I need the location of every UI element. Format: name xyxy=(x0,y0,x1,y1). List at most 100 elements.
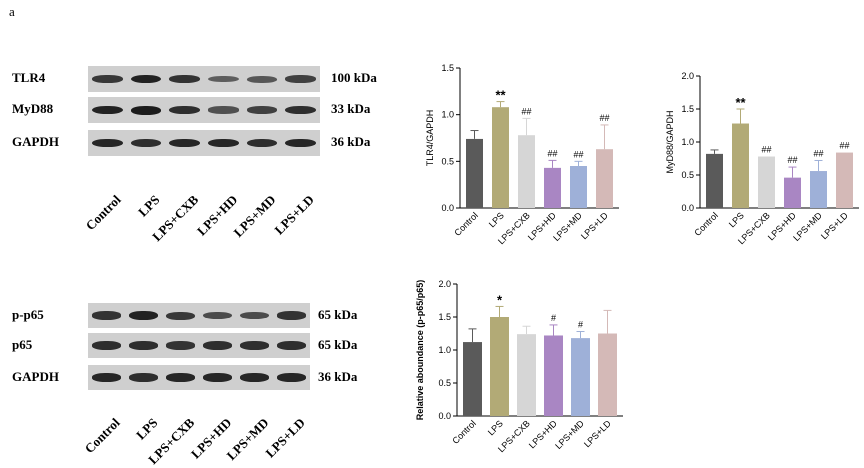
bar xyxy=(571,338,590,416)
blot-row-label: p-p65 xyxy=(12,307,44,322)
blot-band xyxy=(246,138,278,148)
significance-label: ## xyxy=(761,145,771,155)
blot-band xyxy=(92,373,121,382)
blot-band xyxy=(208,106,239,114)
bar xyxy=(706,153,723,208)
blot-band xyxy=(203,373,232,382)
y-tick-label: 0.0 xyxy=(681,203,694,213)
blot-row-label: p65 xyxy=(12,337,33,352)
significance-label: ** xyxy=(495,88,506,103)
bar xyxy=(544,167,561,208)
blot-band xyxy=(277,373,306,382)
blot-row-label: MyD88 xyxy=(12,101,54,116)
y-tick-label: 1.0 xyxy=(441,110,454,120)
blot-lane-label: LPS xyxy=(135,192,163,220)
blot-row-label: GAPDH xyxy=(12,134,59,149)
x-tick-label: Control xyxy=(450,418,478,446)
bar xyxy=(463,342,482,416)
blot-band xyxy=(285,75,316,83)
blot-strip xyxy=(88,333,310,358)
blot-band xyxy=(92,341,121,350)
blot-band xyxy=(92,138,123,148)
myd88-bar-chart: 0.0 0.5 1.0 1.5 2.0 MyD88/GAPDH Control ** LPS ##… xyxy=(665,71,859,246)
x-tick-label: LPS+LD xyxy=(819,210,850,241)
blot-band xyxy=(208,138,239,148)
blot-band xyxy=(277,341,306,350)
blot-band xyxy=(166,311,195,320)
blot-row-label: TLR4 xyxy=(12,70,46,85)
blot-strip xyxy=(88,66,320,92)
significance-label: ## xyxy=(839,141,849,151)
blot-lane-label: Control xyxy=(82,192,124,234)
blot-band xyxy=(203,311,232,320)
significance-label: * xyxy=(497,292,503,307)
significance-label: ## xyxy=(547,148,557,158)
blot-band xyxy=(166,341,195,350)
blot-band xyxy=(208,75,239,83)
blot-band xyxy=(203,341,232,350)
x-tick-label: Control xyxy=(692,210,720,238)
y-tick-label: 2.0 xyxy=(438,279,451,289)
bar xyxy=(810,171,827,208)
y-tick-label: 0.0 xyxy=(438,411,451,421)
bar xyxy=(518,135,535,208)
blot-band xyxy=(285,138,316,148)
blot-band xyxy=(130,74,162,84)
y-tick-label: 2.0 xyxy=(681,71,694,81)
x-tick-label: LPS xyxy=(727,210,746,229)
blot-band xyxy=(240,373,269,382)
y-tick-label: 1.5 xyxy=(438,312,451,322)
x-tick-label: LPS+MD xyxy=(791,210,824,243)
y-tick-label: 1.0 xyxy=(681,137,694,147)
blot-strip xyxy=(88,97,320,123)
x-tick-label: LPS+MD xyxy=(553,418,586,451)
blot-lane-label: LPS+LD xyxy=(271,192,318,238)
blot-band xyxy=(246,75,278,83)
bar xyxy=(490,317,509,416)
blot-kda-label: 33 kDa xyxy=(331,101,371,116)
bar xyxy=(732,123,749,208)
y-tick-label: 1.0 xyxy=(438,345,451,355)
y-tick-label: 1.5 xyxy=(681,104,694,114)
significance-label: ## xyxy=(573,149,583,159)
x-tick-label: LPS+LD xyxy=(582,418,613,449)
bar xyxy=(492,107,509,208)
x-tick-label: LPS+LD xyxy=(579,210,610,241)
blot-band xyxy=(285,105,316,115)
bar xyxy=(517,334,536,416)
blot-band xyxy=(129,373,158,382)
x-tick-label: LPS xyxy=(487,210,506,229)
blot-strip xyxy=(88,303,310,328)
blot-kda-label: 65 kDa xyxy=(318,337,358,352)
y-tick-label: 0.0 xyxy=(441,203,454,213)
significance-label: # xyxy=(551,313,556,323)
blot-lane-label: LPS xyxy=(132,415,161,443)
blot-band xyxy=(92,311,121,320)
blot-band xyxy=(92,105,123,115)
blot-row-label: GAPDH xyxy=(12,369,59,384)
blot-kda-label: 36 kDa xyxy=(318,369,358,384)
bar xyxy=(836,152,853,208)
y-tick-label: 0.5 xyxy=(441,156,454,166)
blot-strip xyxy=(88,130,320,156)
blot-band xyxy=(130,138,162,148)
x-tick-label: LPS+MD xyxy=(551,210,584,243)
y-axis-label: Relative aboundance (p-p65/p65) xyxy=(415,280,425,421)
blot-strip xyxy=(88,365,310,390)
y-tick-label: 0.5 xyxy=(681,170,694,180)
blot-band xyxy=(277,311,306,320)
blot-lane-label: LPS+LD xyxy=(262,415,309,461)
blot-band xyxy=(169,105,200,115)
blot-band xyxy=(240,311,269,320)
significance-label: # xyxy=(578,320,583,330)
blot-kda-label: 36 kDa xyxy=(331,134,371,149)
blot-band xyxy=(129,311,158,320)
y-tick-label: 0.5 xyxy=(438,378,451,388)
blot-band xyxy=(92,75,123,83)
x-tick-label: Control xyxy=(452,210,480,238)
y-axis-label: TLR4/GAPDH xyxy=(425,110,435,167)
significance-label: ## xyxy=(787,155,797,165)
significance-label: ** xyxy=(735,95,746,110)
pp65-bar-chart: 0.0 0.5 1.0 1.5 2.0 Relative aboundance (p-p6… xyxy=(415,279,623,454)
tlr4-bar-chart: 0.0 0.5 1.0 1.5 TLR4/GAPDH Control ** LPS ## LPS+… xyxy=(425,63,619,246)
